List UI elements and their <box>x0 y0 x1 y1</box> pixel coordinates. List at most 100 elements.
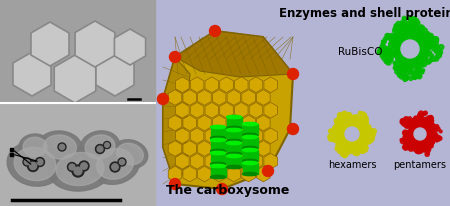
Circle shape <box>423 56 428 60</box>
Circle shape <box>365 138 369 141</box>
Circle shape <box>404 132 408 137</box>
Circle shape <box>417 151 420 154</box>
Circle shape <box>428 139 430 142</box>
Circle shape <box>428 119 432 123</box>
Polygon shape <box>249 128 263 144</box>
Circle shape <box>360 121 363 125</box>
Circle shape <box>409 131 413 134</box>
Circle shape <box>407 57 411 61</box>
Circle shape <box>343 138 346 141</box>
Circle shape <box>423 61 428 66</box>
Circle shape <box>426 129 429 132</box>
Circle shape <box>416 27 419 30</box>
Circle shape <box>411 144 414 146</box>
Circle shape <box>340 142 343 145</box>
Circle shape <box>421 42 425 46</box>
Circle shape <box>398 66 402 71</box>
Circle shape <box>415 57 418 60</box>
Circle shape <box>397 73 402 78</box>
Circle shape <box>417 44 420 48</box>
Circle shape <box>425 49 430 54</box>
Circle shape <box>333 126 337 130</box>
Bar <box>10 153 13 156</box>
Bar <box>226 143 242 154</box>
Circle shape <box>403 130 407 134</box>
Circle shape <box>395 70 399 75</box>
Circle shape <box>420 55 423 58</box>
Circle shape <box>359 140 362 143</box>
Circle shape <box>434 37 439 42</box>
Circle shape <box>357 130 361 134</box>
Circle shape <box>408 144 411 147</box>
Circle shape <box>410 21 415 25</box>
Circle shape <box>403 74 407 78</box>
Circle shape <box>338 149 342 153</box>
Circle shape <box>351 122 356 127</box>
Circle shape <box>385 59 389 62</box>
Circle shape <box>418 124 422 128</box>
Circle shape <box>421 117 424 120</box>
Circle shape <box>432 45 436 49</box>
Circle shape <box>405 59 409 62</box>
Circle shape <box>342 137 345 140</box>
Circle shape <box>338 145 341 148</box>
Circle shape <box>361 135 365 139</box>
Circle shape <box>352 148 357 153</box>
Circle shape <box>346 122 351 126</box>
Circle shape <box>423 40 426 44</box>
Circle shape <box>408 141 412 145</box>
Circle shape <box>411 134 414 137</box>
Circle shape <box>422 69 425 72</box>
Circle shape <box>423 127 426 130</box>
Circle shape <box>355 143 358 146</box>
Circle shape <box>413 131 416 134</box>
Circle shape <box>428 117 433 121</box>
Circle shape <box>423 126 428 130</box>
Circle shape <box>343 135 346 137</box>
Circle shape <box>361 129 366 134</box>
Circle shape <box>422 128 425 131</box>
Circle shape <box>403 56 407 59</box>
Circle shape <box>362 135 365 137</box>
Circle shape <box>356 126 360 130</box>
Circle shape <box>423 140 427 145</box>
Circle shape <box>427 53 430 56</box>
Circle shape <box>418 119 423 124</box>
Circle shape <box>397 66 400 69</box>
Circle shape <box>363 134 366 137</box>
Polygon shape <box>227 116 241 131</box>
Circle shape <box>364 148 368 152</box>
Circle shape <box>416 127 419 131</box>
Circle shape <box>341 153 344 157</box>
Circle shape <box>419 37 422 40</box>
Circle shape <box>339 122 344 126</box>
Circle shape <box>417 65 420 68</box>
Circle shape <box>396 68 400 72</box>
Circle shape <box>428 141 433 146</box>
Circle shape <box>432 59 436 62</box>
Circle shape <box>392 53 395 56</box>
Circle shape <box>340 139 342 142</box>
Polygon shape <box>205 154 219 169</box>
Circle shape <box>418 125 423 129</box>
Circle shape <box>428 137 430 140</box>
Circle shape <box>395 65 398 68</box>
Circle shape <box>337 116 342 121</box>
Circle shape <box>364 128 368 132</box>
Circle shape <box>410 58 414 63</box>
Circle shape <box>351 147 356 152</box>
Circle shape <box>400 22 403 25</box>
Circle shape <box>418 39 420 42</box>
Circle shape <box>436 139 438 142</box>
Circle shape <box>338 149 341 152</box>
Circle shape <box>424 38 428 43</box>
Circle shape <box>423 59 427 62</box>
Ellipse shape <box>243 162 257 165</box>
Circle shape <box>418 36 422 39</box>
Circle shape <box>410 128 415 132</box>
Circle shape <box>421 124 424 127</box>
Circle shape <box>387 35 390 38</box>
Circle shape <box>405 79 407 81</box>
Circle shape <box>396 57 401 61</box>
Circle shape <box>436 40 439 43</box>
